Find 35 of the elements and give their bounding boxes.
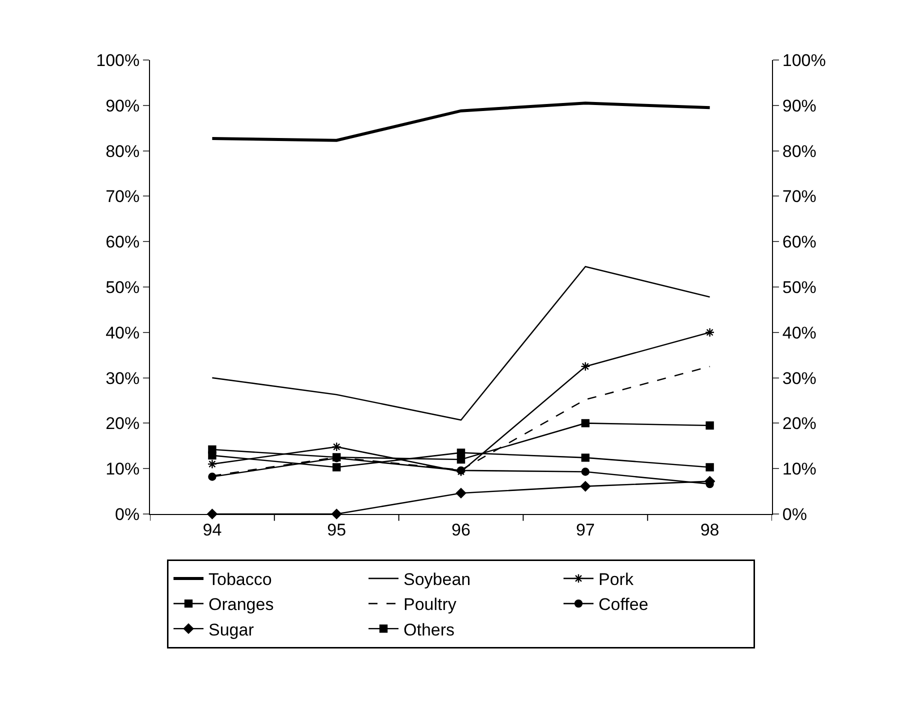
y-tick-label: 0% [115,504,140,524]
y2-tick-label: 60% [782,232,816,252]
x-tick-label: 95 [327,520,346,540]
y-tick-label: 50% [106,278,140,297]
y-tick-label: 80% [106,142,140,161]
y2-tick-label: 90% [782,96,816,116]
legend-label: Soybean [404,570,471,590]
y2-tick-label: 80% [782,142,816,161]
y-tick-label: 70% [106,187,140,206]
y2-tick-label: 50% [782,278,816,297]
y2-tick-label: 100% [782,50,826,70]
y2-tick-label: 40% [782,323,816,342]
y2-tick-label: 70% [782,187,816,206]
x-tick-label: 98 [700,520,720,540]
y-tick-label: 20% [106,414,140,434]
x-tick-label: 94 [202,520,222,540]
y-tick-label: 60% [106,232,140,252]
legend-label: Pork [598,570,634,590]
y-tick-label: 30% [106,368,140,388]
legend-label: Poultry [404,595,457,614]
y-tick-label: 10% [106,460,140,479]
y-tick-label: 40% [106,323,140,342]
y2-tick-label: 0% [782,504,807,524]
legend-label: Coffee [598,595,648,614]
y2-tick-label: 20% [782,414,816,434]
legend-label: Oranges [208,595,274,614]
legend-label: Sugar [208,620,254,640]
y2-tick-label: 30% [782,368,816,388]
y-tick-label: 100% [96,50,140,70]
y2-tick-label: 10% [782,460,816,479]
legend-label: Tobacco [208,570,272,590]
legend-label: Others [404,620,455,640]
y-tick-label: 90% [106,96,140,116]
x-tick-label: 97 [576,520,595,540]
x-tick-label: 96 [452,520,470,540]
